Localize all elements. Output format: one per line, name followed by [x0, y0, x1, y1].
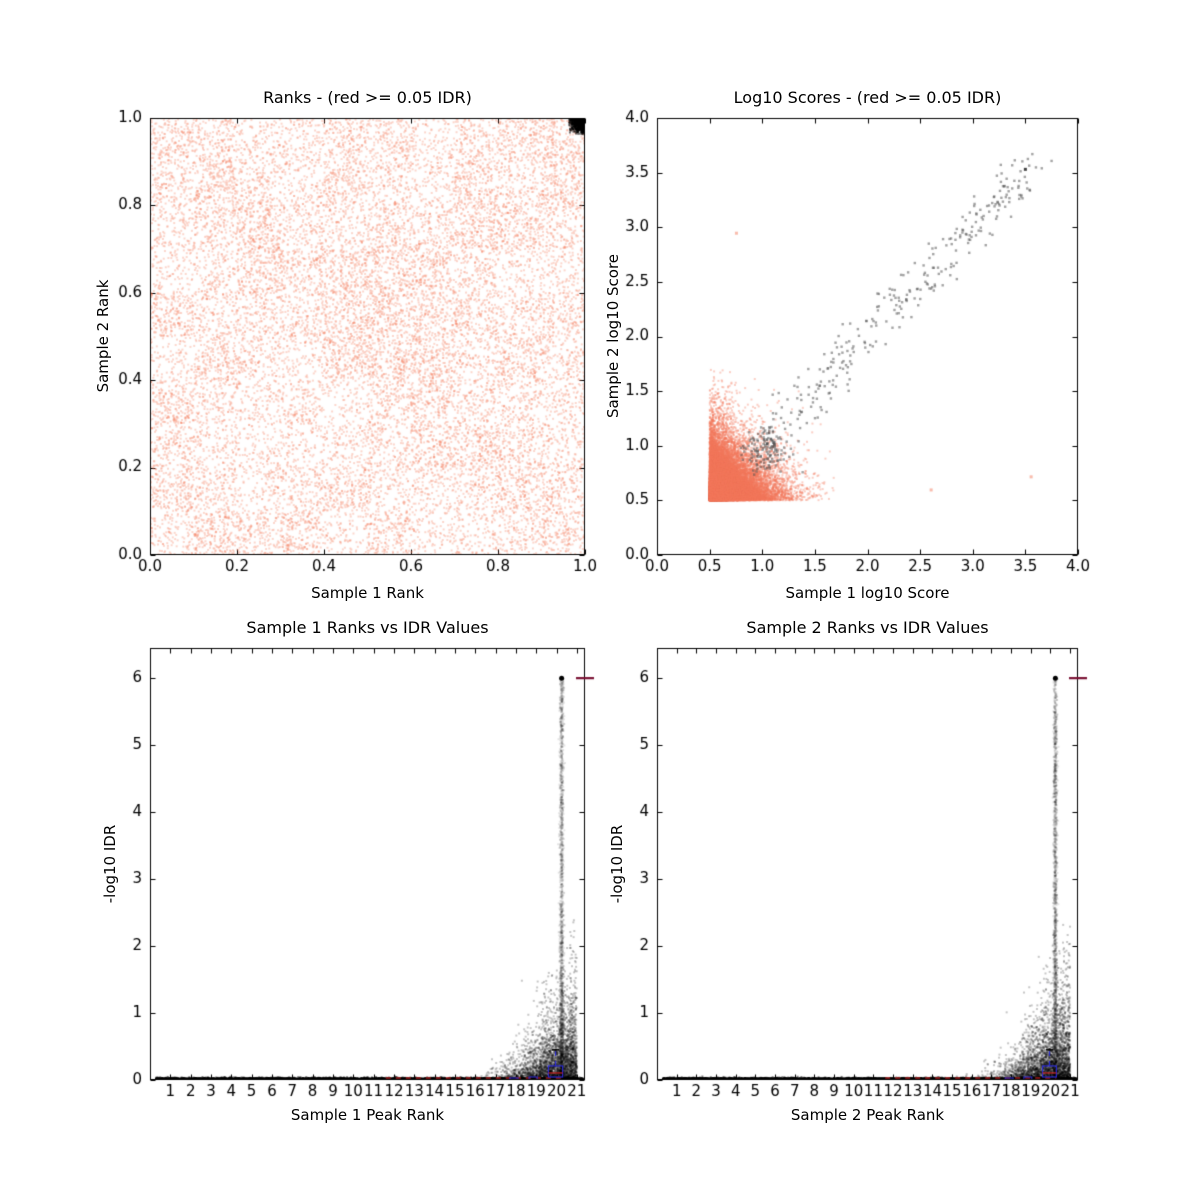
idr2-xlabel: Sample 2 Peak Rank [790, 1106, 945, 1124]
idr1-xlabel: Sample 1 Peak Rank [290, 1106, 445, 1124]
idr2-plot-title: Sample 2 Ranks vs IDR Values [746, 618, 989, 637]
ranks-xlabel: Sample 1 Rank [311, 584, 424, 602]
idr2-ylabel: -log10 IDR [608, 824, 626, 904]
scores-plot-title: Log10 Scores - (red >= 0.05 IDR) [733, 88, 1002, 107]
scores-xlabel: Sample 1 log10 Score [785, 584, 950, 602]
ranks-ylabel: Sample 2 Rank [94, 279, 112, 393]
ranks-plot-title: Ranks - (red >= 0.05 IDR) [263, 88, 472, 107]
idr1-ylabel: -log10 IDR [101, 824, 119, 904]
idr1-plot-title: Sample 1 Ranks vs IDR Values [246, 618, 489, 637]
scores-ylabel: Sample 2 log10 Score [604, 253, 622, 419]
